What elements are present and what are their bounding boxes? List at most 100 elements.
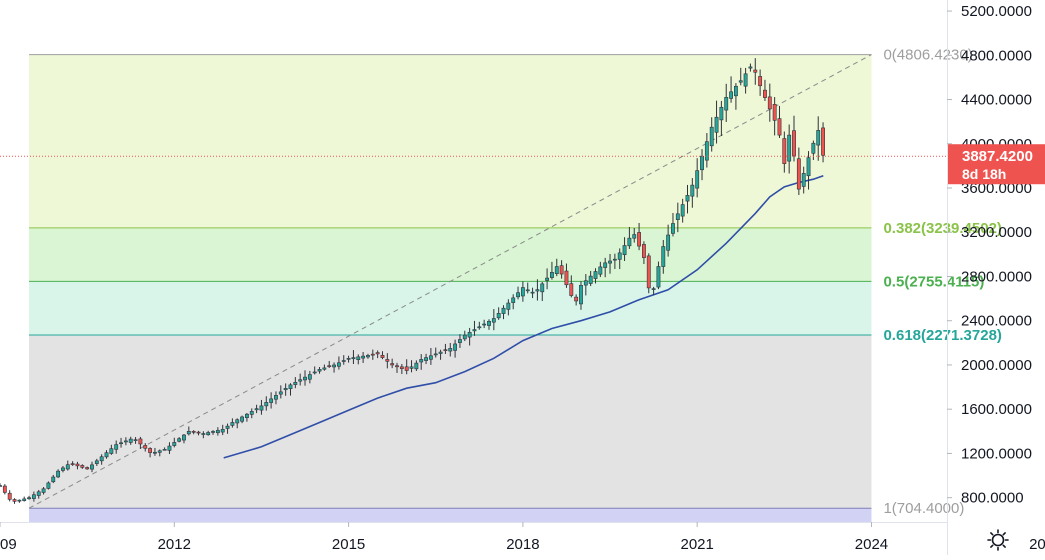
candle [298, 373, 303, 386]
candle [332, 362, 336, 373]
candle-body [782, 138, 787, 164]
candle-body [109, 448, 114, 454]
candle-body [7, 492, 12, 500]
candle [244, 412, 249, 422]
candle-body [399, 366, 404, 369]
candle-body [298, 379, 303, 382]
candle-body [336, 362, 341, 367]
candle-body [249, 411, 254, 415]
candle [153, 447, 157, 456]
candle-body [215, 430, 220, 434]
fib-level-label-1: 0.382(3239.4502) [883, 220, 1001, 237]
candle [642, 241, 646, 265]
candle-body [472, 329, 477, 332]
candle [796, 147, 801, 196]
candle-body [220, 429, 225, 433]
candle [540, 282, 545, 302]
candle-body [244, 413, 249, 418]
candle-body [550, 272, 554, 278]
candle-body [424, 357, 428, 361]
price-tick-label: 4800.0000 [961, 47, 1032, 64]
candle [545, 268, 550, 290]
candle-body [186, 431, 191, 435]
candle [172, 437, 177, 448]
candle [511, 294, 516, 310]
candle-body [385, 359, 390, 362]
candle-body [380, 354, 385, 358]
candle-body [458, 339, 462, 343]
candle-body [627, 237, 632, 247]
fib-zone-4 [29, 508, 872, 522]
price-tick-label: 800.0000 [961, 490, 1024, 507]
candle-body [637, 232, 642, 247]
candle-body [240, 416, 244, 422]
fib-zone-1 [29, 227, 872, 282]
candle [215, 427, 220, 436]
candle [114, 440, 119, 454]
candle [307, 370, 312, 384]
candle-body [821, 127, 825, 156]
candle [109, 444, 114, 455]
candle [801, 166, 806, 194]
candle [767, 83, 772, 122]
time-tick-label: 2027 [1029, 536, 1045, 553]
candle-body [128, 438, 133, 443]
candle [680, 198, 685, 223]
candle [94, 458, 99, 466]
candle [46, 481, 51, 490]
candle-body [327, 365, 332, 367]
candle [70, 461, 75, 466]
candle-body [288, 384, 293, 389]
candle-body [191, 431, 196, 433]
candle-body [254, 408, 259, 411]
candle [182, 433, 186, 444]
candle [56, 469, 61, 479]
candle-body [748, 66, 753, 69]
candle [453, 339, 458, 358]
candle-body [419, 359, 424, 363]
candle-body [506, 302, 511, 310]
price-tick-label: 1600.0000 [961, 401, 1032, 418]
candle [816, 116, 821, 161]
time-axis[interactable]: 2009 2012 2015 2018 2021 2024 2027 [0, 522, 1045, 553]
candle [157, 449, 162, 457]
candle [806, 151, 811, 190]
candle-body [31, 494, 36, 499]
candle [763, 79, 767, 101]
price-tick-label: 3600.0000 [961, 180, 1032, 197]
candle-body [395, 365, 399, 368]
candle-body [293, 381, 298, 385]
candle-body [588, 275, 593, 284]
candle [12, 498, 17, 504]
candle-body [792, 130, 796, 157]
candle-body [443, 349, 448, 351]
candle [482, 319, 487, 329]
candle-body [671, 223, 675, 234]
candle-body [656, 266, 661, 288]
settings-gear-icon[interactable] [987, 529, 1009, 551]
candle [462, 330, 467, 342]
candle [75, 461, 80, 470]
candle [366, 353, 370, 359]
candle-body [796, 158, 801, 190]
candle-body [332, 364, 336, 368]
candle [729, 76, 733, 103]
time-tick-label: 2024 [855, 536, 888, 553]
candle-body [433, 353, 438, 356]
candle [443, 343, 448, 354]
candle-body [675, 213, 680, 220]
candle-body [806, 157, 811, 177]
candle [646, 253, 651, 294]
candle [264, 396, 269, 411]
candle [496, 307, 501, 320]
candle-body [162, 449, 167, 451]
candle [27, 495, 31, 500]
candle-body [322, 367, 327, 370]
candle [201, 431, 206, 439]
candle [41, 487, 46, 495]
candle-body [491, 318, 496, 323]
candle-body [143, 445, 148, 449]
candle [390, 358, 395, 369]
candle-body [201, 433, 206, 435]
candle [506, 299, 511, 316]
